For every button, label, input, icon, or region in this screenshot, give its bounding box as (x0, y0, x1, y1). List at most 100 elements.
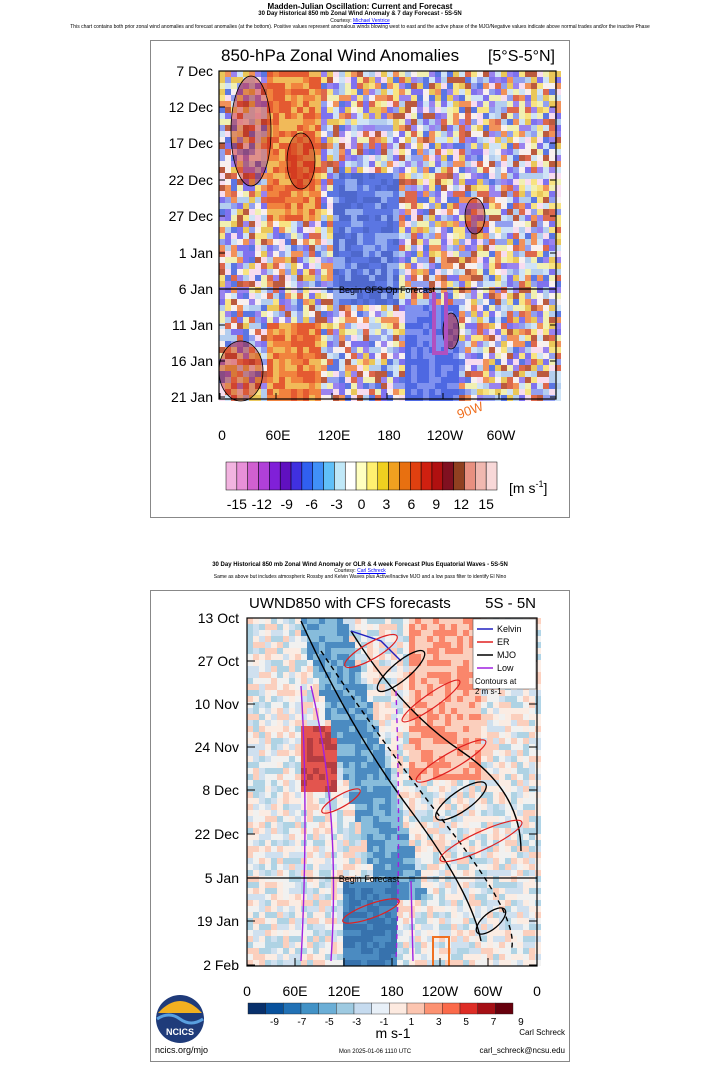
chart1-heat-cell (279, 239, 285, 245)
chart1-heat-cell (525, 395, 531, 401)
chart1-heat-cell (393, 377, 399, 383)
courtesy2-link[interactable]: Carl Schreck (357, 568, 386, 574)
chart1-heat-cell (285, 341, 291, 347)
chart2-heat-cell (253, 810, 259, 816)
chart2-heat-cell (355, 684, 361, 690)
chart2-heat-cell (289, 822, 295, 828)
chart2-heat-cell (337, 690, 343, 696)
chart2-heat-cell (487, 696, 493, 702)
chart2-heat-cell (355, 756, 361, 762)
chart2-heat-cell (349, 816, 355, 822)
chart2-heat-cell (487, 738, 493, 744)
chart1-heat-cell (507, 377, 513, 383)
chart1-heat-cell (471, 83, 477, 89)
chart1-heat-cell (483, 251, 489, 257)
chart2-heat-cell (259, 786, 265, 792)
chart1-heat-cell (405, 251, 411, 257)
chart1-heat-cell (363, 317, 369, 323)
chart1-heat-cell (513, 257, 519, 263)
chart2-heat-cell (385, 618, 391, 624)
chart1-heat-cell (435, 275, 441, 281)
chart2-heat-cell (289, 738, 295, 744)
chart1-heat-cell (237, 389, 243, 395)
chart1-heat-cell (537, 119, 543, 125)
chart2-heat-cell (337, 654, 343, 660)
chart1-heat-cell (501, 341, 507, 347)
chart1-heat-cell (387, 293, 393, 299)
chart2-heat-cell (535, 816, 541, 822)
courtesy-link[interactable]: Michael Ventrice (353, 18, 390, 24)
chart1-heat-cell (345, 359, 351, 365)
chart1-heat-cell (441, 365, 447, 371)
chart1-heat-cell (525, 227, 531, 233)
chart2-heat-cell (349, 636, 355, 642)
chart1-heat-cell (363, 119, 369, 125)
chart1-heat-cell (483, 317, 489, 323)
chart1-heat-cell (231, 395, 237, 401)
chart1-heat-cell (495, 341, 501, 347)
chart1-heat-cell (351, 149, 357, 155)
chart1-heat-cell (381, 347, 387, 353)
chart1-ytick-label: 1 Jan (179, 245, 213, 261)
chart1-heat-cell (363, 227, 369, 233)
chart2-heat-cell (385, 672, 391, 678)
chart1-heat-cell (249, 311, 255, 317)
chart1-heat-cell (339, 227, 345, 233)
chart1-heat-cell (423, 323, 429, 329)
chart1-heat-cell (405, 221, 411, 227)
chart1-heat-cell (321, 353, 327, 359)
chart1-heat-cell (351, 89, 357, 95)
chart2-heat-cell (307, 816, 313, 822)
chart1-heat-cell (267, 227, 273, 233)
chart1-heat-cell (429, 251, 435, 257)
chart1-heat-cell (291, 185, 297, 191)
chart2-heat-cell (349, 684, 355, 690)
chart2-heat-cell (457, 672, 463, 678)
chart1-heat-cell (225, 311, 231, 317)
chart2-heat-cell (433, 666, 439, 672)
chart1-heat-cell (255, 107, 261, 113)
chart2-heat-cell (271, 786, 277, 792)
chart2-heat-cell (325, 762, 331, 768)
chart2-heat-cell (355, 618, 361, 624)
chart1-heat-cell (321, 89, 327, 95)
chart1-heat-cell (423, 317, 429, 323)
chart1-heat-cell (261, 329, 267, 335)
chart1-heat-cell (525, 173, 531, 179)
chart2-heat-cell (409, 630, 415, 636)
chart1-colorbar-swatch (334, 461, 346, 491)
chart1-heat-cell (333, 197, 339, 203)
chart2-heat-cell (307, 774, 313, 780)
chart1-heat-cell (357, 329, 363, 335)
chart2-heat-cell (403, 732, 409, 738)
chart1-heat-cell (501, 185, 507, 191)
chart2-heat-cell (259, 702, 265, 708)
chart2-heat-cell (505, 786, 511, 792)
chart1-heat-cell (345, 125, 351, 131)
chart1-heat-cell (441, 119, 447, 125)
chart2-heat-cell (469, 810, 475, 816)
chart2-heat-cell (271, 720, 277, 726)
chart1-heat-cell (543, 125, 549, 131)
chart2-heat-cell (283, 786, 289, 792)
chart1-heat-cell (453, 281, 459, 287)
chart1-heat-cell (531, 275, 537, 281)
chart1-heat-cell (549, 125, 555, 131)
chart1-heat-cell (549, 389, 555, 395)
chart1-heat-cell (297, 365, 303, 371)
chart1-heat-cell (279, 245, 285, 251)
chart2-heat-cell (499, 696, 505, 702)
chart1-heat-cell (495, 155, 501, 161)
chart1-heat-cell (537, 173, 543, 179)
chart2-heat-cell (403, 666, 409, 672)
chart1-heat-cell (363, 185, 369, 191)
chart2-heat-cell (445, 618, 451, 624)
chart1-heat-cell (327, 323, 333, 329)
chart2-heat-cell (265, 726, 271, 732)
chart2-heat-cell (313, 774, 319, 780)
chart1-heat-cell (411, 185, 417, 191)
chart2-heat-cell (403, 618, 409, 624)
chart1-heat-cell (399, 383, 405, 389)
chart2-heat-cell (259, 816, 265, 822)
chart1-heat-cell (513, 275, 519, 281)
